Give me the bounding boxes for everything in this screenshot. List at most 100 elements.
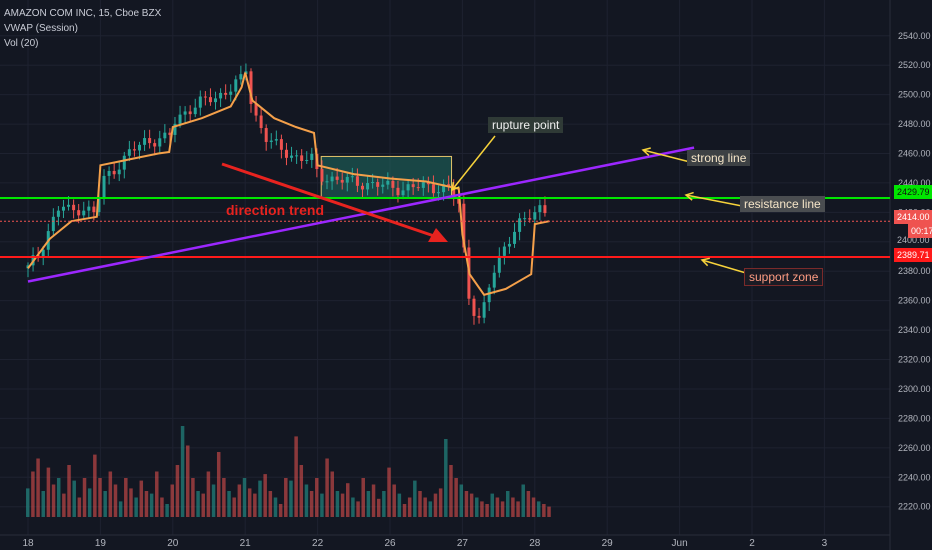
volume-bar [46,467,51,517]
candle-body [41,249,45,257]
volume-bar [531,497,536,517]
candle-body [350,176,354,178]
candle-body [462,203,466,248]
x-tick-label: 29 [602,538,614,549]
candle-body [406,184,410,191]
strong-line-label[interactable]: strong line [687,150,751,166]
candle-body [77,210,81,216]
candle-body [82,210,86,216]
candle-body [538,205,542,213]
candle-body [452,186,456,199]
volume-bar [232,497,236,517]
volume-bar [36,458,40,517]
x-tick-label: 22 [312,538,324,549]
time-axis[interactable]: 18 19 20 21 22 26 27 28 29 Jun 2 3 [22,538,827,549]
candle-body [533,212,537,220]
candle-body [178,114,182,124]
candle-body [320,169,324,182]
candle-body [107,170,111,176]
volume-bar [330,471,335,517]
y-tick-label: 2440.00 [898,178,931,188]
candle-body [426,182,430,185]
volume-bar [438,488,443,517]
x-tick-label: 27 [457,538,469,549]
volume-bar [392,484,396,517]
volume-bar [118,501,123,517]
volume-bar [139,480,144,517]
candle-body [421,182,425,188]
volume-bar [206,471,211,517]
rupture-point-label[interactable]: rupture point [488,117,564,133]
direction-trend-label[interactable]: direction trend [226,202,325,218]
candle-body [507,243,511,247]
y-tick-label: 2360.00 [898,296,931,306]
candle-body [376,182,380,187]
candle-body [188,111,192,115]
y-tick-label: 2280.00 [898,413,931,423]
volume-bar [495,497,500,517]
candle-body [457,198,461,204]
volume-bar [335,491,340,517]
volume-bar [56,478,61,517]
candle-body [477,315,481,318]
vwap-indicator-label[interactable]: VWAP (Session) [4,23,78,34]
chart-grid [0,0,891,550]
candle-body [416,187,420,189]
volume-bar [134,497,138,517]
candle-body [366,183,370,190]
x-tick-label: 28 [529,538,541,549]
y-tick-label: 2300.00 [898,384,931,394]
volume-bar [82,478,87,517]
candle-body [239,74,243,80]
price-axis[interactable]: 2220.00 2240.00 2260.00 2280.00 2300.00 2320.… [898,31,931,512]
resistance-price-tag: 2429.79 [894,185,932,199]
candle-body [325,181,329,183]
candle-body [431,184,435,194]
volume-bar [155,471,159,517]
volume-bar [253,493,257,517]
candle-body [290,155,294,158]
volume-bar [304,484,309,517]
y-tick-label: 2260.00 [898,443,931,453]
support-zone-label[interactable]: support zone [744,268,824,286]
volume-bar [407,497,412,517]
volume-bar [454,478,458,517]
candle-body [61,206,65,211]
x-tick-label: 20 [167,538,179,549]
candle-body [264,128,268,142]
chart-legend: AMAZON COM INC, 15, Cboe BZX VWAP (Sessi… [4,6,161,51]
volume-bar [459,484,464,517]
symbol-title[interactable]: AMAZON COM INC, 15, Cboe BZX [4,8,162,19]
volume-bar [428,501,433,517]
resistance-line-label[interactable]: resistance line [740,196,825,212]
volume-indicator-label[interactable]: Vol (20) [4,38,39,49]
x-tick-label: 26 [384,538,396,549]
purple-trendline[interactable] [27,146,695,283]
annotation-arrow-line [701,259,747,274]
volume-bar [475,497,479,517]
volume-bar [31,471,35,517]
candle-body [158,138,162,147]
volume-bar [93,454,97,517]
candle-body [355,176,359,186]
direction-trend-arrow[interactable] [221,162,448,242]
volume-bar [67,465,71,517]
volume-bar [449,465,453,517]
candle-body [163,132,167,139]
y-tick-label: 2520.00 [898,60,931,70]
volume-bar [170,484,175,517]
candle-body [51,216,55,232]
candle-body [112,170,116,175]
volume-bar [113,484,118,517]
candle-body [117,169,121,175]
vwap-line [27,72,550,296]
candle-body [214,98,218,103]
volume-bar [511,497,515,517]
candle-body [513,231,517,244]
candle-body [153,143,157,147]
candle-body [497,255,501,273]
last-price-tag: 2414.00 [894,210,932,224]
candle-body [442,184,446,193]
y-tick-label: 2220.00 [898,502,931,512]
